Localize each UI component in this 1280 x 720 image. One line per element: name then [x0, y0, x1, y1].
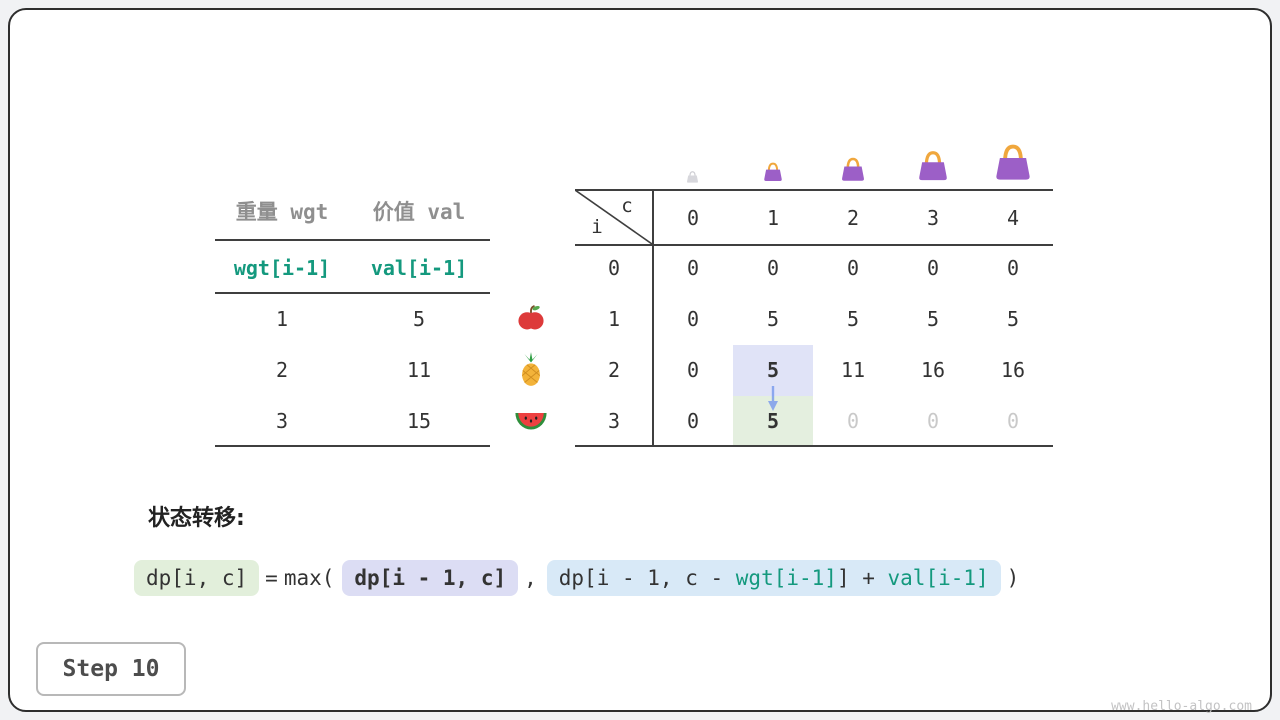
dp-cell: 16	[1000, 358, 1026, 382]
dp-col-header: 1	[766, 206, 780, 230]
formula-arg2-badge: dp[i - 1, c - wgt[i-1]] + val[i-1]	[546, 560, 1001, 596]
handbag-icon-l	[914, 149, 952, 187]
dp-cell: 0	[686, 307, 700, 331]
formula-arg2-val: val[i-1]	[887, 566, 989, 590]
handbag-icon-xs	[685, 169, 700, 188]
dp-row-header: 1	[607, 307, 621, 331]
dp-col-header: 2	[846, 206, 860, 230]
formula-lhs-badge: dp[i, c]	[134, 560, 260, 596]
dp-cell: 0	[846, 409, 860, 433]
formula-arg2-wgt: wgt[i-1]	[735, 566, 837, 590]
items-value-header: 价值 val	[372, 200, 466, 224]
dp-cell: 0	[686, 358, 700, 382]
dp-cell-source: 5	[766, 358, 780, 382]
dp-row-header: 0	[607, 256, 621, 280]
dp-cell: 0	[766, 256, 780, 280]
dp-cell: 11	[840, 358, 866, 382]
formula-comma: ,	[524, 566, 537, 590]
formula-equals: =	[265, 566, 278, 590]
transition-formula: dp[i, c] = max( dp[i - 1, c] , dp[i - 1,…	[134, 560, 1025, 596]
items-table-bottom-rule	[215, 445, 490, 447]
dp-row-header: 3	[607, 409, 621, 433]
watermelon-icon	[514, 410, 548, 431]
items-table-header-rule	[215, 239, 490, 241]
dp-cell: 5	[926, 307, 940, 331]
item-weight: 1	[275, 307, 289, 331]
items-table-mid-rule	[215, 292, 490, 294]
dp-corner-row-label: i	[591, 216, 603, 238]
formula-arg1-badge: dp[i - 1, c]	[342, 560, 519, 596]
items-weight-header: 重量 wgt	[235, 200, 329, 224]
dp-cell: 5	[766, 307, 780, 331]
step-indicator: Step 10	[36, 642, 186, 696]
apple-icon	[516, 303, 546, 333]
dp-row-header: 2	[607, 358, 621, 382]
dp-cell: 5	[846, 307, 860, 331]
dp-corner-col-label: c	[621, 195, 633, 217]
transfer-arrow-icon	[763, 384, 783, 418]
formula-close-paren: )	[1006, 566, 1020, 590]
dp-cell: 0	[846, 256, 860, 280]
dp-table-header-rule	[575, 244, 1053, 246]
dp-cell: 5	[1006, 307, 1020, 331]
dp-cell: 0	[926, 256, 940, 280]
item-value: 15	[406, 409, 432, 433]
item-value: 11	[406, 358, 432, 382]
formula-max-open: max(	[283, 566, 335, 590]
dp-col-header: 0	[686, 206, 700, 230]
dp-cell: 0	[1006, 256, 1020, 280]
dp-cell-current: 5	[766, 409, 780, 433]
handbag-icon-s	[761, 161, 785, 187]
dp-table-bottom-rule	[575, 445, 1053, 447]
dp-cell: 0	[686, 409, 700, 433]
item-weight: 2	[275, 358, 289, 382]
item-weight: 3	[275, 409, 289, 433]
transition-title: 状态转移:	[148, 506, 245, 531]
dp-cell: 0	[686, 256, 700, 280]
dp-col-header: 4	[1006, 206, 1020, 230]
items-weight-formula: wgt[i-1]	[233, 256, 331, 280]
items-value-formula: val[i-1]	[370, 256, 468, 280]
item-value: 5	[412, 307, 426, 331]
dp-table-top-rule	[575, 189, 1053, 191]
dp-cell: 0	[926, 409, 940, 433]
handbag-icon-m	[838, 156, 868, 187]
pineapple-icon	[516, 351, 546, 387]
handbag-icon-xl	[990, 142, 1036, 187]
formula-arg2-mid: ] +	[836, 566, 888, 590]
formula-arg2-prefix: dp[i - 1, c -	[558, 566, 736, 590]
watermark: www.hello-algo.com	[1111, 699, 1252, 714]
dp-corner-diagonal	[574, 189, 653, 248]
dp-col-header: 3	[926, 206, 940, 230]
dp-cell: 16	[920, 358, 946, 382]
dp-cell: 0	[1006, 409, 1020, 433]
dp-table-vertical-rule	[652, 189, 654, 447]
